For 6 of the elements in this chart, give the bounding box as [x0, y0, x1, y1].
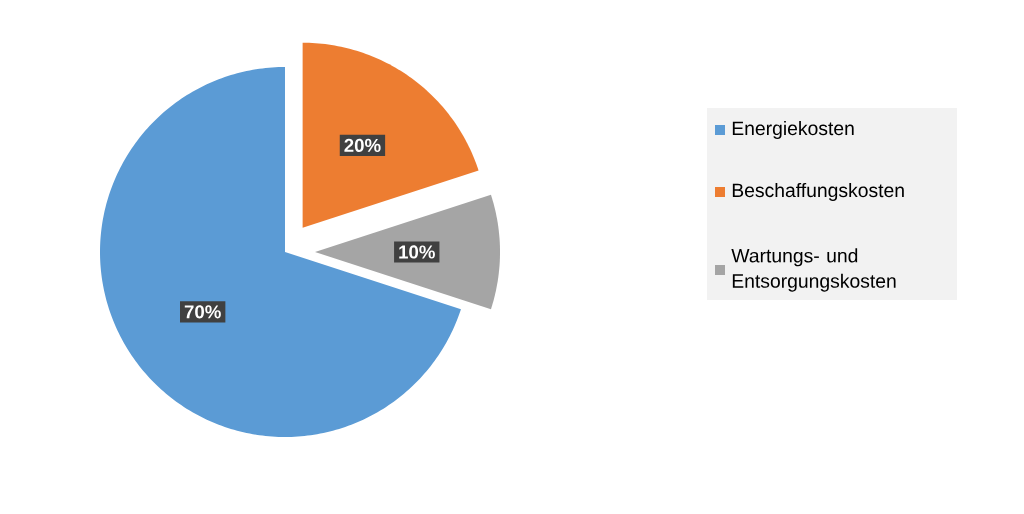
- data-label: 70%: [184, 305, 221, 319]
- data-label: 20%: [344, 138, 381, 153]
- data-label: 10%: [399, 245, 435, 259]
- legend-label: Energiekosten: [732, 120, 854, 140]
- legend-label: Beschaffungskosten: [732, 182, 904, 202]
- legend-label: Wartungs- und Entsorgungskosten: [731, 248, 896, 292]
